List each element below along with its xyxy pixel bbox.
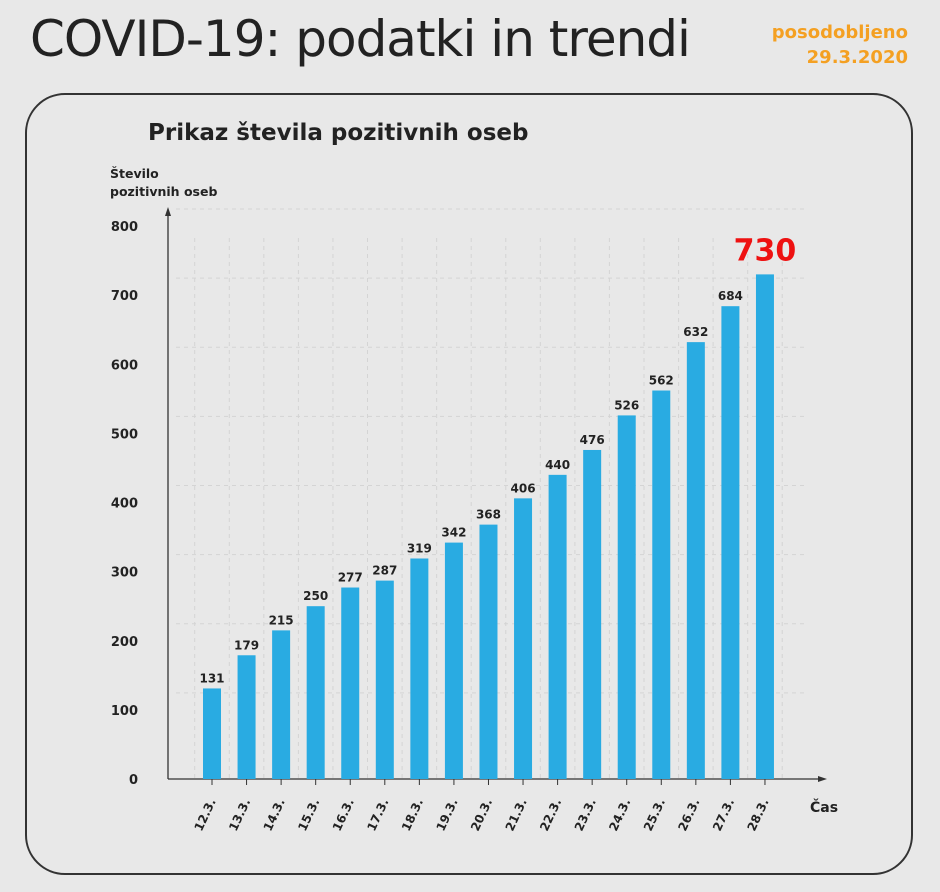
bar-value-label-highlight: 730 — [734, 233, 797, 268]
bar-value-label: 277 — [338, 571, 363, 585]
bar — [203, 688, 221, 779]
bar-value-label: 179 — [234, 638, 259, 652]
bar-value-label: 632 — [683, 325, 708, 339]
y-axis-arrow-icon — [165, 207, 171, 216]
x-tick-label: 23.3. — [572, 796, 599, 833]
x-tick-label: 22.3. — [537, 796, 564, 833]
bar — [410, 558, 429, 779]
update-info: posodobljeno 29.3.2020 — [772, 20, 908, 70]
y-axis-label-line2: pozitivnih oseb — [110, 184, 217, 199]
x-tick-label: 18.3. — [399, 796, 426, 833]
bar — [272, 630, 291, 779]
x-tick-label: 20.3. — [468, 796, 495, 833]
bar-value-label: 406 — [511, 481, 536, 495]
bar — [237, 655, 256, 779]
x-tick-label: 16.3. — [330, 796, 357, 833]
bar — [755, 274, 774, 779]
bar-value-label: 368 — [476, 508, 501, 522]
x-axis-arrow-icon — [818, 776, 827, 782]
x-tick-label: 12.3. — [192, 796, 219, 833]
y-tick-label: 700 — [111, 289, 138, 304]
bar-value-label: 526 — [614, 398, 639, 412]
bar — [686, 342, 705, 779]
bar-value-label: 287 — [372, 564, 397, 578]
x-tick-label: 24.3. — [606, 796, 633, 833]
x-tick-label: 13.3. — [226, 796, 253, 833]
bar — [306, 606, 325, 779]
bar-value-label: 476 — [580, 433, 605, 447]
y-tick-label: 500 — [111, 427, 138, 442]
bar — [514, 498, 533, 779]
bar-value-label: 215 — [269, 613, 294, 627]
x-tick-label: 28.3. — [745, 796, 772, 833]
bar-value-label: 440 — [545, 458, 570, 472]
x-tick-label: 25.3. — [641, 796, 668, 833]
y-tick-label: 400 — [111, 497, 138, 512]
y-tick-label: 300 — [111, 566, 138, 581]
x-tick-label: 26.3. — [675, 796, 702, 833]
x-tick-label: 19.3. — [434, 796, 461, 833]
y-tick-label: 200 — [111, 635, 138, 650]
bar — [444, 542, 463, 779]
page-title: COVID-19: podatki in trendi — [30, 10, 691, 68]
bar — [548, 474, 567, 779]
updated-date: 29.3.2020 — [806, 47, 908, 68]
y-tick-label: 0 — [129, 773, 138, 788]
x-tick-label: 14.3. — [261, 796, 288, 833]
x-tick-label: 21.3. — [503, 796, 530, 833]
bar-value-label: 342 — [441, 526, 466, 540]
y-axis-label-line1: Število — [110, 166, 159, 181]
x-tick-label: 17.3. — [364, 796, 391, 833]
chart-card — [25, 93, 913, 875]
bar — [479, 524, 498, 779]
updated-label: posodobljeno — [771, 22, 908, 43]
bar — [341, 587, 360, 779]
bar-value-label: 250 — [303, 589, 328, 603]
bar — [652, 390, 671, 779]
y-tick-label: 100 — [111, 704, 138, 719]
bar — [617, 415, 636, 779]
bar-value-label: 684 — [718, 289, 743, 303]
y-tick-label: 800 — [111, 220, 138, 235]
bar — [721, 306, 740, 779]
x-axis-label: Čas — [810, 798, 838, 816]
bar-value-label: 562 — [649, 374, 674, 388]
x-tick-label: 27.3. — [710, 796, 737, 833]
bar — [375, 580, 394, 779]
bar-value-label: 319 — [407, 541, 432, 555]
y-tick-label: 600 — [111, 358, 138, 373]
bar — [583, 449, 602, 779]
chart-title: Prikaz števila pozitivnih oseb — [148, 120, 528, 146]
x-tick-label: 15.3. — [295, 796, 322, 833]
bar-value-label: 131 — [199, 671, 224, 685]
